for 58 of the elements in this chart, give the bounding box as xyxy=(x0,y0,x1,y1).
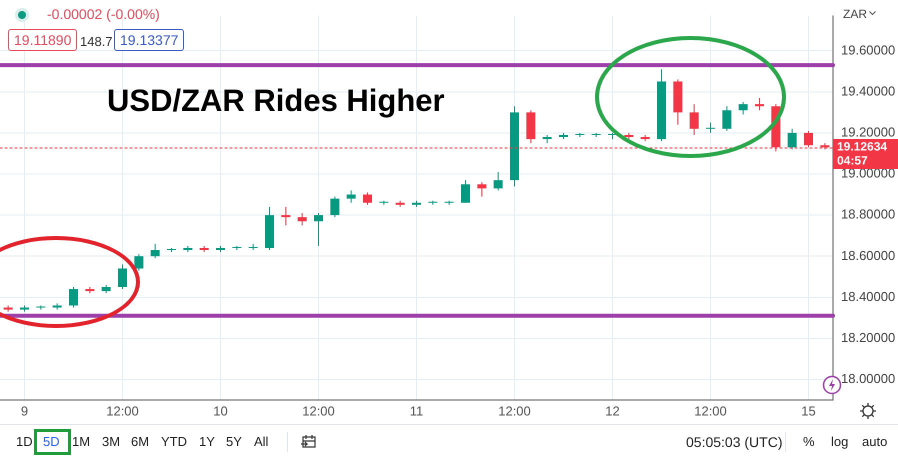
text: YTD xyxy=(161,433,187,451)
candlestick xyxy=(755,97,764,111)
candlestick xyxy=(134,254,144,272)
candlestick xyxy=(461,180,470,204)
candlestick xyxy=(363,192,372,206)
annotation: 19.13377 xyxy=(114,29,184,51)
annotation: -0.00002 (-0.00%) xyxy=(47,5,160,23)
text: 5Y xyxy=(226,433,242,451)
x-tick-label: 12:00 xyxy=(498,403,531,418)
candlestick xyxy=(346,190,356,204)
ref-line-label: 19.12634 xyxy=(837,139,888,154)
text: 5D xyxy=(43,433,60,451)
x-tick-label: 12:00 xyxy=(302,403,335,418)
y-tick-label: 19.40000 xyxy=(841,83,896,98)
text: 1M xyxy=(72,433,90,451)
text: 05:05:03 (UTC) xyxy=(686,433,782,451)
x-tick-label: 12 xyxy=(605,403,620,418)
y-tick-label: 18.80000 xyxy=(841,206,896,222)
y-tick-label: 18.20000 xyxy=(841,330,896,345)
candlestick xyxy=(788,128,797,150)
x-tick-label: 9 xyxy=(20,403,28,418)
x-tick-label: 15 xyxy=(801,403,816,418)
candlestick xyxy=(477,182,486,198)
candlestick xyxy=(298,212,307,226)
text: 04:57 xyxy=(837,153,868,168)
x-tick-label: 12:00 xyxy=(694,403,727,418)
text: % xyxy=(803,433,815,451)
text: 1D xyxy=(16,433,33,451)
candlestick xyxy=(118,264,127,290)
text: log xyxy=(831,433,848,451)
text: 6M xyxy=(131,433,150,451)
annotation: 19.11890 xyxy=(8,29,78,51)
candlestick xyxy=(738,102,748,115)
candlestick xyxy=(706,122,715,134)
candlestick xyxy=(494,171,503,191)
y-tick-label: 19.20000 xyxy=(841,124,896,140)
y-tick-label: 19.60000 xyxy=(841,42,896,58)
text: USD/ZAR Rides Higher xyxy=(107,83,445,119)
text: auto xyxy=(862,433,888,451)
x-tick-label: 11 xyxy=(410,403,424,418)
text: 3M xyxy=(102,433,120,451)
candlestick xyxy=(330,196,340,218)
y-tick-label: 18.40000 xyxy=(841,288,896,304)
candlestick xyxy=(314,212,323,246)
text: All xyxy=(254,433,268,451)
candlestick xyxy=(722,106,732,132)
y-tick-label: 18.00000 xyxy=(841,371,896,386)
candlestick xyxy=(150,243,160,259)
candlestick xyxy=(281,206,290,226)
candlestick xyxy=(69,286,78,308)
text: ZAR xyxy=(843,6,867,23)
annotation: 148.7 xyxy=(80,33,113,51)
candlestick xyxy=(690,104,699,136)
candlestick xyxy=(804,130,813,148)
x-tick-label: 10 xyxy=(213,403,228,418)
x-tick-label: 12:00 xyxy=(106,403,139,418)
y-tick-label: 18.60000 xyxy=(841,248,896,263)
text: 1Y xyxy=(199,433,215,451)
